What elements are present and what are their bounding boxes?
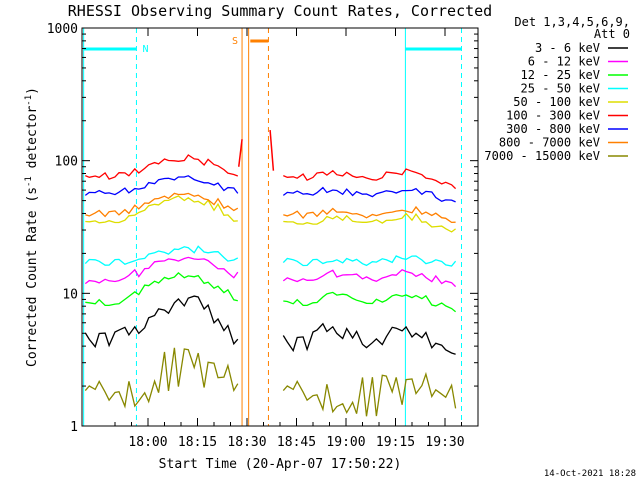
legend-entry-label-1: 6 - 12 keV xyxy=(528,55,600,69)
axes: 18:00 18:15 18:30 18:45 19:00 19:15 19:30 1 10 10… xyxy=(47,22,479,450)
series-3-segment-1 xyxy=(282,255,457,267)
legend-entry-label-4: 50 - 100 keV xyxy=(513,95,600,109)
legend-entry-label-0: 3 - 6 keV xyxy=(535,41,600,55)
legend-entry-label-6: 300 - 800 keV xyxy=(506,122,600,136)
footer-date: 14-Oct-2021 18:28 xyxy=(544,469,636,479)
peak-line-0 xyxy=(238,139,243,167)
series-6 xyxy=(84,175,456,203)
series-4 xyxy=(85,195,456,233)
x-axis-label: Start Time (20-Apr-07 17:50:22) xyxy=(159,457,402,472)
series-7-segment-0 xyxy=(85,192,239,218)
x-tick-label-5: 19:15 xyxy=(376,435,415,450)
series-0-segment-0 xyxy=(84,295,239,349)
night-label: N xyxy=(142,44,148,55)
series-3-segment-0 xyxy=(84,245,239,266)
y-tick-label-2: 100 xyxy=(55,155,78,170)
y-axis-label-sup1: -1 xyxy=(24,176,34,187)
y-axis-label-main: Corrected Count Rate (s xyxy=(25,187,40,367)
x-tick-label-2: 18:30 xyxy=(227,435,266,450)
legend-header-2: Att 0 xyxy=(594,27,630,41)
series-8-segment-0 xyxy=(84,347,239,409)
series-7 xyxy=(85,192,456,224)
series-8 xyxy=(84,347,457,417)
y-axis-label-sup2: -1 xyxy=(24,95,34,106)
plot-content: NS xyxy=(83,28,462,426)
legend-entry-label-8: 7000 - 15000 keV xyxy=(484,149,600,163)
series-7-segment-1 xyxy=(283,205,456,224)
legend-entry-label-7: 800 - 7000 keV xyxy=(499,136,600,150)
y-axis-label: Corrected Count Rate (s-1 detector-1) xyxy=(24,87,40,367)
series-2-segment-0 xyxy=(85,272,238,307)
y-axis-label-end: ) xyxy=(25,87,40,95)
x-tick-label-1: 18:15 xyxy=(178,435,217,450)
series-0-segment-1 xyxy=(282,322,456,355)
x-tick-label-4: 19:00 xyxy=(326,435,365,450)
x-tick-label-3: 18:45 xyxy=(277,435,316,450)
y-tick-label-3: 1000 xyxy=(47,22,78,37)
series-5-segment-0 xyxy=(85,154,239,180)
plot-frame xyxy=(81,27,479,427)
series-5-segment-1 xyxy=(283,168,457,190)
series-3 xyxy=(84,245,457,267)
series-0 xyxy=(84,295,456,355)
y-tick-label-1: 10 xyxy=(62,287,78,302)
legend-entry-label-2: 12 - 25 keV xyxy=(521,68,600,82)
y-axis-label-mid: detector xyxy=(25,106,40,177)
peak-line-1 xyxy=(269,130,275,171)
legend-header-1: Det 1,3,4,5,6,9, xyxy=(514,15,630,29)
series-8-segment-1 xyxy=(282,371,457,417)
series-1-segment-1 xyxy=(282,269,457,288)
y-tick-label-0: 1 xyxy=(70,420,78,435)
legend-entry-label-5: 100 - 300 keV xyxy=(506,109,600,123)
chart-title: RHESSI Observing Summary Count Rates, Co… xyxy=(68,2,492,20)
legend-entry-label-3: 25 - 50 keV xyxy=(521,82,600,96)
x-tick-label-0: 18:00 xyxy=(128,435,167,450)
series-1-segment-0 xyxy=(84,256,239,285)
series-1 xyxy=(84,256,457,288)
series-6-segment-0 xyxy=(84,175,239,196)
x-tick-label-6: 19:30 xyxy=(425,435,464,450)
series-4-segment-0 xyxy=(85,195,238,224)
series-2-segment-1 xyxy=(283,291,457,313)
saa-label: S xyxy=(232,36,238,47)
series-6-segment-1 xyxy=(282,186,456,203)
series-5 xyxy=(85,154,457,190)
series-2 xyxy=(85,272,457,313)
series-4-segment-1 xyxy=(283,212,456,233)
